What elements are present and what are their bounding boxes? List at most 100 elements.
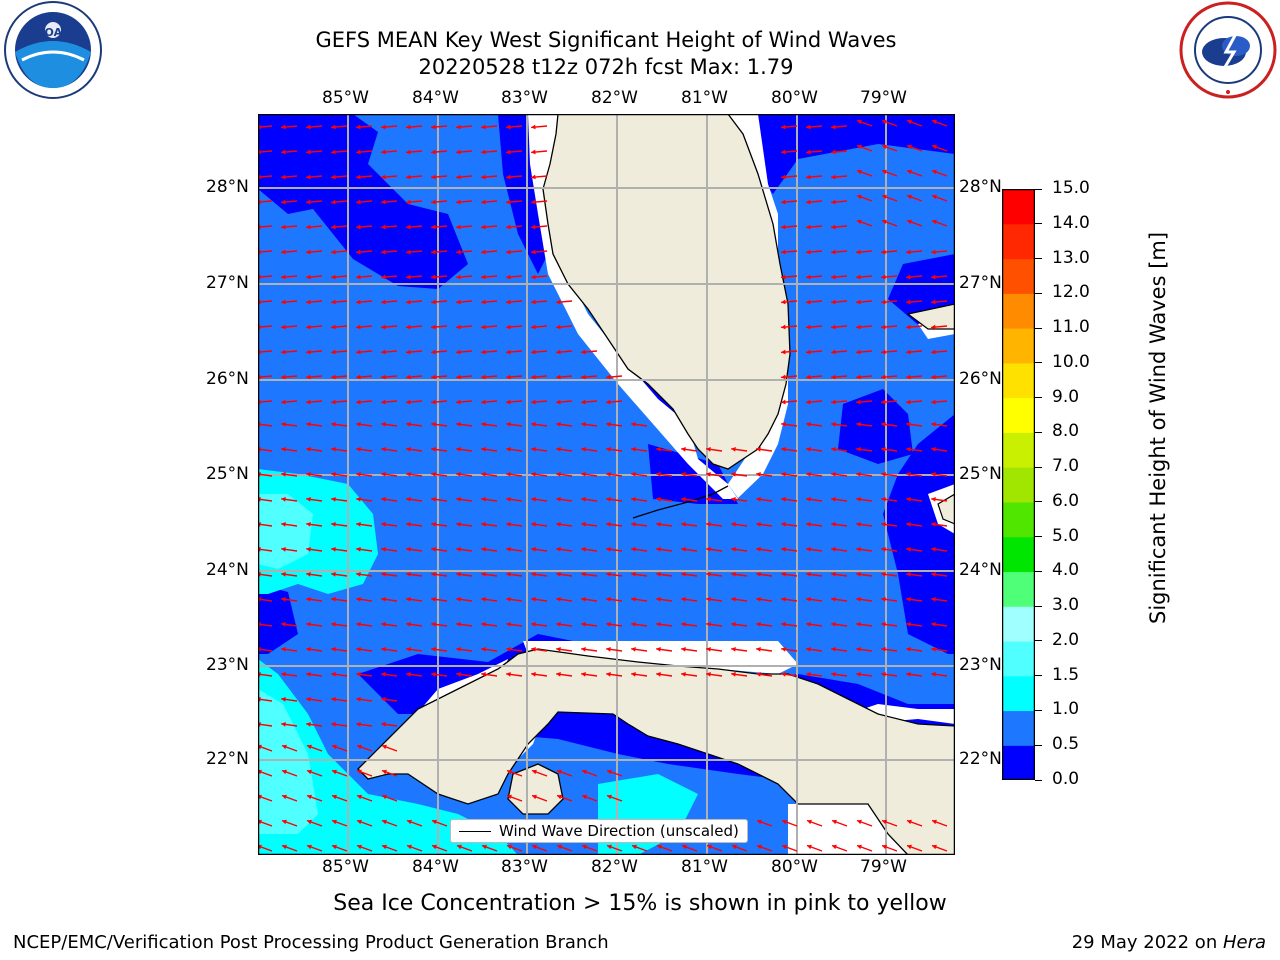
wind-wave-arrow-head [306, 572, 311, 577]
lat-label-right-23n: 23°N [959, 655, 1002, 675]
colorbar-bin [1002, 606, 1035, 642]
wind-wave-arrow-head [857, 219, 862, 225]
wind-wave-arrow-head [881, 447, 886, 452]
wind-wave-arrow-head [882, 819, 887, 825]
wind-wave-arrow-head [781, 399, 786, 405]
wind-wave-arrow-head [681, 672, 686, 677]
wind-wave-arrow-head [907, 219, 912, 225]
wind-wave-arrow-head [356, 324, 361, 330]
wind-wave-arrow-head [531, 647, 536, 652]
wind-wave-arrow-head [506, 472, 511, 477]
wind-wave-arrow-head [781, 374, 786, 380]
wind-wave-arrow-head [381, 547, 386, 552]
lon-label-bottom-82w: 82°W [591, 857, 638, 877]
wind-wave-arrow-head [456, 647, 461, 652]
wind-wave-arrow-head [681, 597, 686, 602]
wind-wave-arrow-head [356, 622, 361, 627]
wind-wave-arrow-head [581, 647, 586, 652]
wind-wave-arrow-head [406, 497, 411, 502]
wind-wave-arrow-head [481, 422, 486, 427]
wind-wave-arrow-head [832, 844, 837, 850]
wind-wave-arrow-head [932, 119, 937, 125]
wind-wave-arrow-head [306, 299, 311, 305]
wind-wave-arrow-head [356, 149, 361, 155]
wind-wave-arrow-head [781, 199, 786, 205]
wind-wave-arrow-head [931, 447, 936, 452]
colorbar-bin [1002, 640, 1035, 677]
wind-wave-arrow-head [556, 622, 561, 627]
wind-wave-arrow-head [282, 794, 287, 800]
wind-wave-arrow-head [581, 447, 586, 452]
wind-wave-arrow-head [631, 472, 636, 477]
wind-wave-arrow-head [531, 249, 536, 255]
wind-wave-arrow-head [332, 844, 337, 850]
wind-wave-arrow-head [906, 422, 911, 427]
wind-wave-arrow-head [731, 672, 736, 677]
wind-wave-arrow-head [831, 572, 836, 577]
wind-wave-arrow-head [931, 422, 936, 427]
wind-wave-arrow-head [356, 299, 361, 305]
wind-wave-arrow-head [806, 597, 811, 602]
legend-label: Wind Wave Direction (unscaled) [499, 822, 739, 840]
wind-wave-arrow-head [781, 224, 786, 230]
wind-wave-arrow-head [456, 422, 461, 427]
wind-wave-arrow-head [781, 647, 786, 652]
wind-wave-arrow-head [556, 299, 561, 305]
wind-wave-arrow-head [931, 572, 936, 577]
colorbar-bin [1002, 710, 1035, 746]
wind-wave-arrow-head [781, 597, 786, 602]
wind-wave-arrow-head [281, 472, 286, 477]
wind-wave-arrow-head [331, 597, 336, 602]
wind-wave-arrow-head [731, 647, 736, 652]
wind-wave-arrow-head [806, 422, 811, 427]
wind-wave-arrow-head [331, 224, 336, 230]
wind-wave-arrow-head [281, 672, 286, 677]
wind-wave-arrow-head [331, 547, 336, 552]
colorbar-tick-mark [1035, 744, 1042, 746]
wind-wave-arrow-head [481, 374, 486, 380]
wind-wave-arrow-head [857, 144, 862, 150]
colorbar-tick-label: 12.0 [1052, 282, 1090, 303]
colorbar-tick-label: 15.0 [1052, 178, 1090, 198]
wind-wave-arrow-head [931, 647, 936, 652]
colorbar-tick-label: 9.0 [1052, 386, 1080, 407]
wind-wave-arrow-head [406, 422, 411, 427]
wind-wave-arrow-head [506, 597, 511, 602]
wind-wave-arrow-head [281, 622, 286, 627]
wind-wave-arrow-head [306, 697, 311, 702]
wind-wave-arrow-head [806, 472, 811, 477]
wind-wave-arrow-head [881, 422, 886, 427]
nws-logo [1176, 0, 1280, 100]
colorbar-bin [1002, 536, 1035, 573]
colorbar-tick-mark [1035, 640, 1042, 642]
wind-wave-arrow-head [832, 819, 837, 825]
wind-wave-arrow-head [582, 794, 587, 800]
wind-wave-arrow-head [381, 249, 386, 255]
wind-wave-arrow-head [906, 274, 911, 280]
wind-wave-arrow-head [706, 497, 711, 502]
wind-wave-arrow-head [831, 597, 836, 602]
wind-wave-arrow-head [382, 744, 387, 750]
wind-wave-arrow-head [532, 794, 537, 800]
wind-wave-arrow-head [531, 399, 536, 405]
colorbar-tick-label: 1.5 [1052, 664, 1080, 685]
wind-wave-arrow-head [281, 299, 286, 305]
wind-wave-arrow-head [781, 324, 786, 330]
wind-wave-arrow-head [731, 622, 736, 627]
wind-wave-arrow-head [406, 224, 411, 230]
wind-wave-arrow-head [932, 219, 937, 225]
lon-label-top-79w: 79°W [860, 88, 907, 108]
wind-wave-arrow-head [456, 374, 461, 380]
wind-wave-arrow-head [431, 647, 436, 652]
wind-wave-arrow-head [306, 472, 311, 477]
wind-wave-arrow-head [706, 572, 711, 577]
wind-wave-arrow-head [856, 522, 861, 527]
lat-label-right-25n: 25°N [959, 464, 1002, 484]
wind-wave-arrow-head [331, 472, 336, 477]
wind-wave-arrow-head [581, 622, 586, 627]
wind-wave-arrow-head [806, 324, 811, 330]
wind-wave-arrow-head [806, 224, 811, 230]
wind-wave-arrow-head [831, 447, 836, 452]
wind-wave-arrow-head [881, 522, 886, 527]
lon-label-bottom-81w: 81°W [681, 857, 728, 877]
